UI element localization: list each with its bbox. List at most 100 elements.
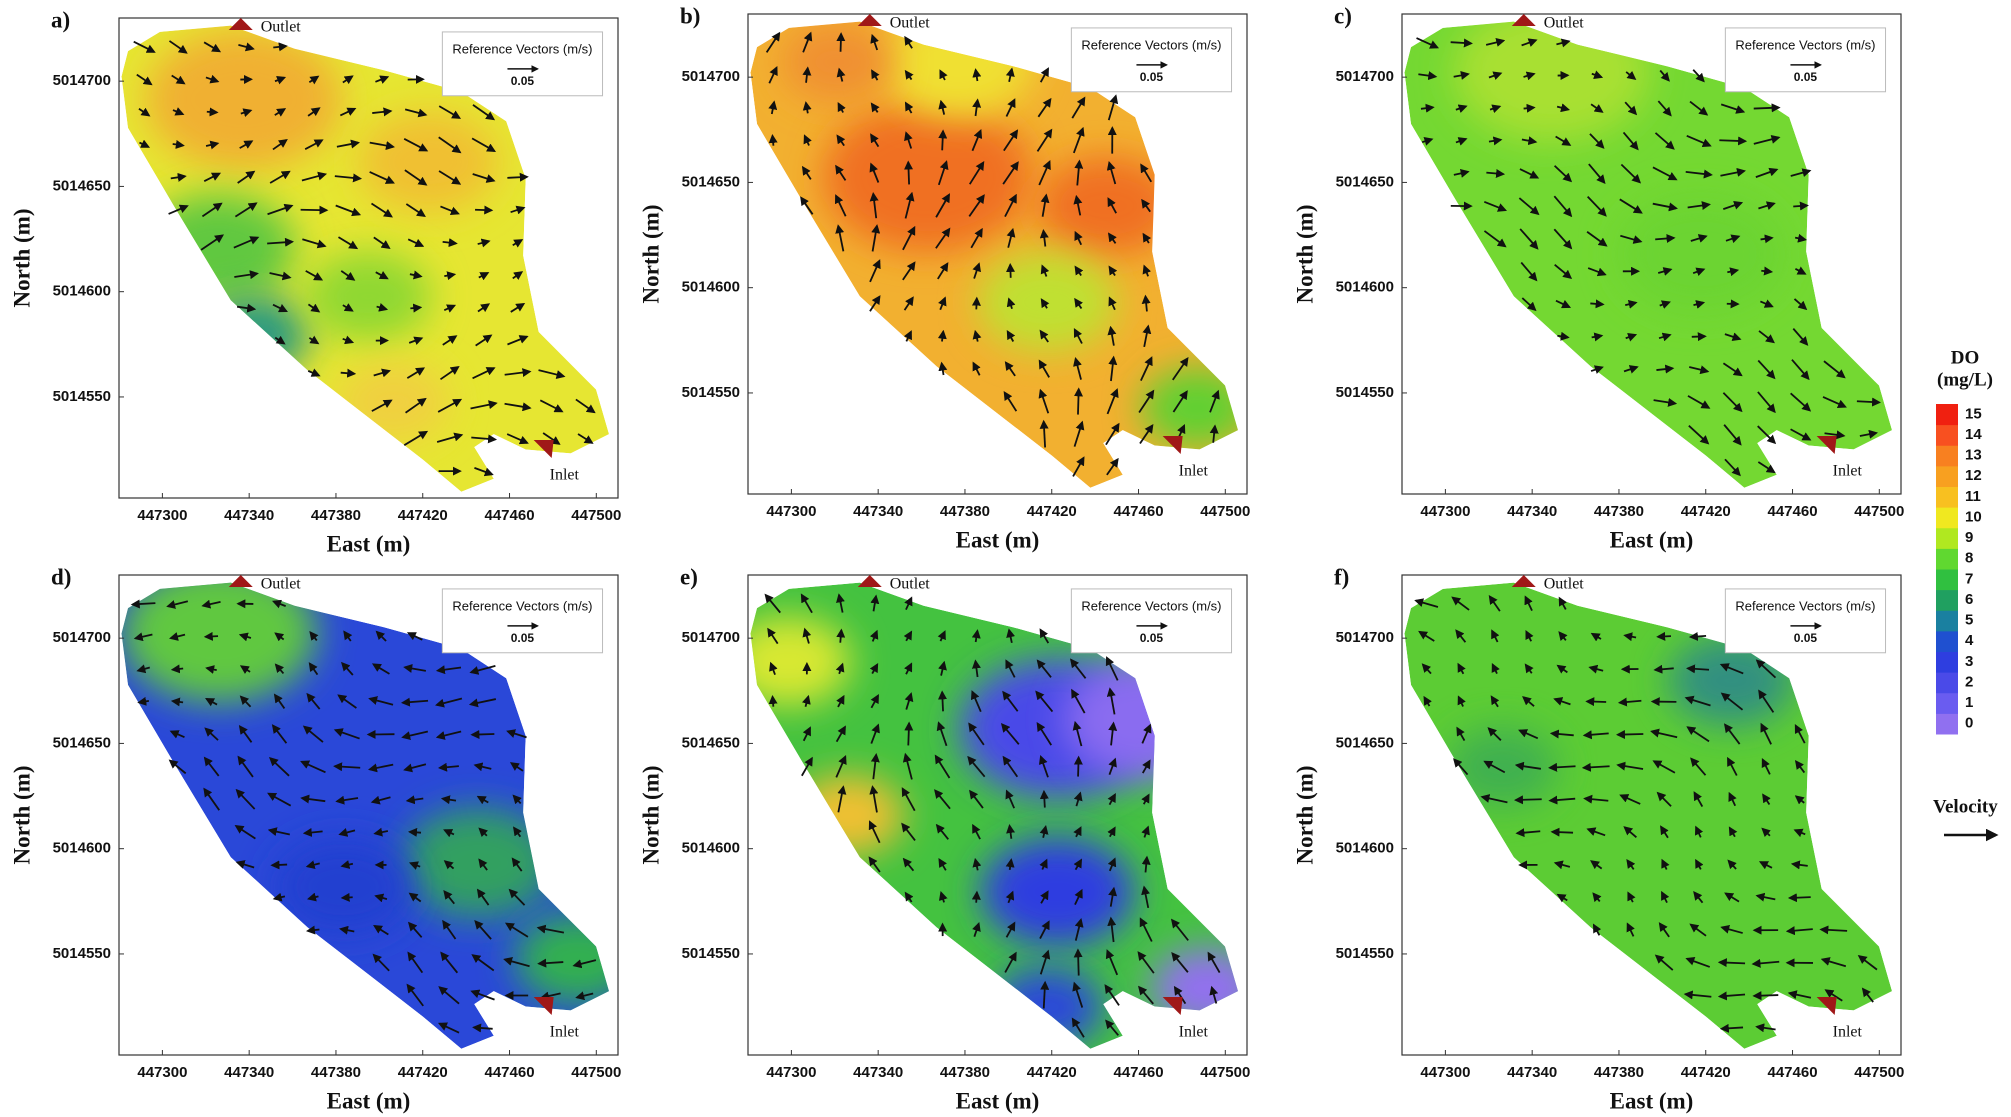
do-patch [515, 914, 610, 1004]
velocity-vector [307, 303, 321, 313]
velocity-vector [472, 1023, 493, 1033]
velocity-vector [1524, 595, 1533, 612]
velocity-vector [305, 270, 324, 281]
velocity-vector [510, 302, 526, 313]
panel-label: e) [680, 564, 698, 589]
velocity-vector [937, 329, 947, 342]
velocity-vector [438, 762, 459, 772]
velocity-vector [1586, 827, 1606, 837]
velocity-vector [1457, 662, 1466, 675]
velocity-vector [1794, 759, 1806, 774]
y-tick-label: 5014550 [1336, 945, 1394, 962]
velocity-vector [1072, 456, 1085, 477]
velocity-vector [407, 238, 425, 248]
velocity-vector [1658, 922, 1670, 938]
velocity-vector [438, 170, 462, 185]
velocity-vector [233, 236, 260, 249]
velocity-vector [1616, 761, 1644, 771]
velocity-vector [205, 665, 217, 674]
velocity-vector [1695, 825, 1704, 838]
y-tick-label: 5014650 [682, 173, 740, 190]
reference-title: Reference Vectors (m/s) [1735, 598, 1875, 613]
x-tick-label: 447300 [1420, 1064, 1470, 1081]
velocity-vector [1556, 893, 1568, 903]
velocity-vector [836, 67, 846, 82]
velocity-vector [1108, 757, 1117, 776]
velocity-vector [267, 827, 290, 837]
velocity-vector [1074, 387, 1083, 415]
velocity-vector [477, 238, 491, 248]
velocity-vector [934, 789, 951, 810]
velocity-vector [168, 204, 189, 215]
velocity-vector [1620, 163, 1642, 184]
velocity-vector [765, 31, 781, 53]
x-tick-label: 447460 [484, 1064, 534, 1081]
velocity-vector [511, 857, 523, 872]
colorbar-segment [1936, 527, 1958, 549]
velocity-vector [342, 75, 354, 85]
velocity-vector [1071, 1017, 1085, 1038]
velocity-vector [440, 795, 457, 805]
velocity-vector [273, 42, 288, 52]
velocity-vector [904, 101, 914, 114]
colorbar-segment [1936, 465, 1958, 487]
velocity-vector [1695, 858, 1704, 870]
velocity-vector [1555, 299, 1572, 309]
velocity-vector [1686, 664, 1710, 674]
velocity-vector [1140, 356, 1153, 382]
colorbar-segment [1936, 424, 1958, 446]
velocity-vector [504, 402, 532, 412]
velocity-vector [1005, 98, 1016, 117]
velocity-vector [274, 76, 287, 85]
colorbar-tick-label: 15 [1965, 405, 1982, 422]
velocity-vector [373, 236, 391, 249]
velocity-vector [870, 102, 880, 113]
velocity-vector [1728, 791, 1737, 807]
velocity-vector [1107, 94, 1119, 121]
velocity-vector [308, 662, 319, 676]
velocity-vector [1421, 663, 1432, 675]
panel: Outlet Inlet Reference Vectors (m/s) 0.05 44… [9, 7, 621, 556]
velocity-vector [1141, 793, 1150, 805]
velocity-vector [1106, 457, 1119, 476]
velocity-vector [1107, 232, 1117, 244]
velocity-vector [272, 138, 288, 151]
panel: Outlet Inlet Reference Vectors (m/s) 0.05 44… [9, 564, 621, 1113]
velocity-vector [307, 892, 319, 902]
inlet-label: Inlet [550, 1024, 580, 1041]
velocity-vector [1488, 594, 1501, 612]
reference-box [1724, 27, 1887, 93]
velocity-vector [1824, 430, 1846, 440]
velocity-vector [970, 690, 982, 713]
inlet-marker [1162, 997, 1183, 1015]
velocity-vector [1005, 921, 1016, 938]
velocity-vector [373, 368, 391, 378]
velocity-vector [1139, 423, 1154, 445]
x-tick-label: 447300 [766, 1064, 816, 1081]
velocity-vector [1787, 990, 1812, 1000]
velocity-vector [1107, 325, 1117, 346]
velocity-vector [1071, 96, 1086, 119]
velocity-vector [440, 205, 460, 216]
velocity-vector [342, 303, 354, 312]
velocity-vector [1074, 297, 1083, 310]
velocity-vector [239, 665, 251, 674]
reference-value: 0.05 [1794, 70, 1818, 84]
velocity-label: Velocity [1933, 796, 1998, 817]
velocity-vector [1138, 985, 1154, 1005]
velocity-vector [1141, 198, 1151, 213]
velocity-vector [1626, 858, 1636, 870]
velocity-vector [1072, 720, 1083, 747]
velocity-vector [1457, 695, 1466, 707]
x-tick-label: 447340 [853, 1064, 903, 1081]
velocity-vector [1039, 228, 1049, 247]
velocity-vector [1170, 918, 1189, 941]
velocity-vector [239, 695, 252, 708]
velocity-vector [1209, 985, 1219, 1004]
velocity-vector [166, 600, 189, 609]
colorbar-segment [1936, 589, 1958, 611]
velocity-vector [1623, 365, 1639, 374]
velocity-vector [375, 75, 390, 84]
colorbar-tick-label: 8 [1965, 550, 1973, 567]
velocity-vector [238, 724, 253, 743]
